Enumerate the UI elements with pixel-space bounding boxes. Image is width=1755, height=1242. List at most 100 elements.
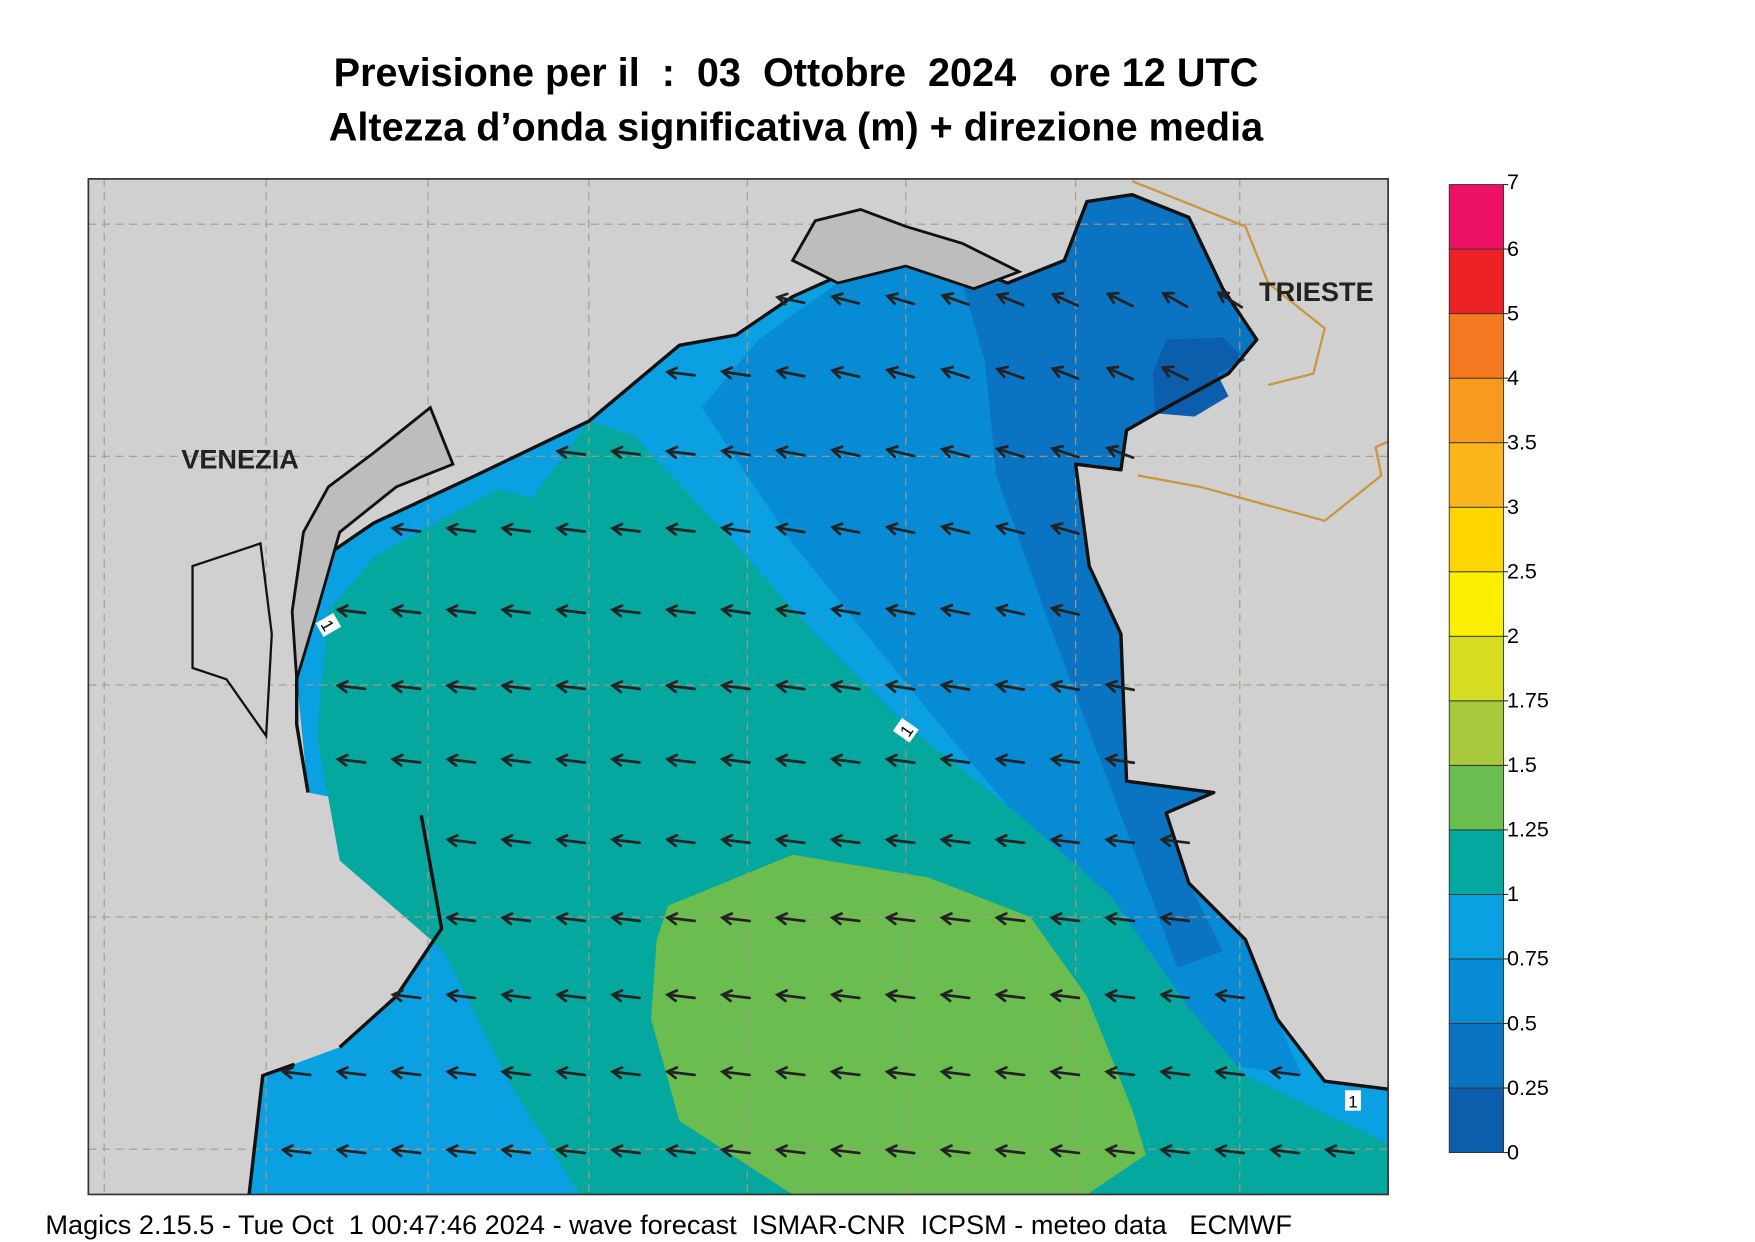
wave-arrow — [1216, 291, 1244, 309]
wave-arrow — [775, 292, 806, 306]
wave-arrow — [555, 1066, 587, 1080]
wave-arrow — [829, 445, 861, 459]
wave-arrow — [995, 291, 1025, 307]
wave-arrow — [940, 365, 970, 380]
footer: Magics 2.15.5 - Tue Oct 1 00:47:46 2024 … — [45, 1209, 1292, 1240]
wave-arrow — [884, 522, 916, 536]
wave-arrow — [555, 912, 587, 926]
subtitle: Altezza d’onda significativa (m) + direz… — [329, 105, 1264, 149]
wave-arrow — [884, 445, 916, 459]
colorbar: 0 0.25 0.5 0.75 1 1.25 1.5 1.75 2 2.5 3 3.5 4 5 6 7 — [1448, 170, 1549, 1164]
wave-arrow — [885, 365, 916, 379]
wave-arrow — [774, 989, 806, 1003]
colorbar-label: 2.5 — [1507, 560, 1537, 584]
wave-arrow — [610, 989, 642, 1003]
wave-arrow — [1104, 679, 1136, 693]
wave-arrow — [445, 753, 477, 767]
wave-arrow — [1049, 679, 1081, 693]
wave-arrow — [939, 753, 971, 767]
wave-arrow — [939, 834, 971, 848]
colorbar-label: 1.5 — [1507, 753, 1537, 777]
wave-arrow — [994, 753, 1026, 767]
wave-arrow — [830, 292, 861, 306]
colorbar-label: 0.75 — [1507, 947, 1549, 971]
wave-arrow — [774, 604, 806, 618]
colorbar-box — [1448, 958, 1505, 1024]
colorbar-box — [1448, 248, 1505, 315]
wave-arrow — [829, 912, 861, 926]
wave-arrow — [1160, 365, 1189, 381]
wave-arrow — [1159, 989, 1191, 1003]
colorbar-label: 6 — [1507, 237, 1519, 261]
wave-arrow — [280, 1066, 312, 1080]
wave-arrow — [390, 1144, 422, 1158]
colorbar-label: 3 — [1507, 495, 1519, 519]
wave-arrow — [994, 834, 1026, 848]
colorbar-label: 0.5 — [1507, 1011, 1537, 1035]
colorbar-label: 2 — [1507, 624, 1519, 648]
wave-arrow — [1049, 1066, 1081, 1080]
wave-arrow — [555, 604, 587, 618]
wave-arrow — [1104, 912, 1136, 926]
wave-arrow — [500, 604, 532, 618]
wave-arrow — [719, 604, 751, 618]
wave-arrow — [610, 445, 642, 459]
wave-arrow — [610, 604, 642, 618]
colorbar-box — [1448, 313, 1505, 379]
colorbar-label: 4 — [1507, 366, 1519, 390]
wave-arrow — [1105, 444, 1135, 459]
wave-arrow — [500, 680, 532, 694]
wave-arrow — [774, 1066, 806, 1080]
contour-labels: 111 — [315, 613, 1361, 1111]
wave-arrow — [719, 366, 751, 380]
wave-arrow — [1161, 291, 1189, 308]
wave-arrow — [774, 912, 806, 926]
wave-arrow — [719, 522, 751, 536]
wave-arrow — [664, 1144, 696, 1158]
wave-arrow — [1049, 522, 1080, 535]
wave-arrow — [939, 679, 971, 693]
contour-label-box — [1345, 1090, 1361, 1111]
wave-arrow — [555, 445, 587, 459]
wave-arrow — [1214, 1066, 1246, 1080]
wave-arrow — [500, 1066, 532, 1080]
wave-arrow — [994, 1066, 1026, 1080]
wave-arrow — [555, 834, 587, 848]
wave-arrow — [500, 989, 532, 1003]
wave-arrow — [994, 912, 1026, 926]
wave-arrow — [884, 912, 916, 926]
wave-arrow — [884, 1066, 916, 1080]
wave-arrow — [335, 1144, 367, 1158]
colorbar-label: 1.25 — [1507, 818, 1549, 842]
wave-arrow — [1049, 603, 1081, 617]
colorbar-box — [1448, 571, 1505, 637]
wave-arrow — [610, 834, 642, 848]
wave-arrow — [500, 522, 532, 536]
wave-arrow — [335, 753, 367, 767]
wave-arrow — [774, 1144, 806, 1158]
city-label: TRIESTE — [1259, 276, 1374, 307]
wave-arrow — [390, 604, 422, 618]
wave-arrow — [610, 1066, 642, 1080]
wave-arrow — [1104, 1066, 1136, 1080]
wave-arrow — [390, 753, 422, 767]
wave-direction-arrows — [280, 291, 1355, 1158]
wave-arrow — [1049, 989, 1081, 1003]
wave-arrow — [390, 680, 422, 694]
wave-arrow — [719, 1066, 751, 1080]
contour-label-box — [315, 613, 342, 637]
wave-arrow — [994, 989, 1026, 1003]
wave-arrow — [939, 522, 971, 536]
wave-arrow — [445, 522, 477, 536]
colorbar-box — [1448, 442, 1505, 508]
wave-arrow — [939, 603, 971, 617]
wave-arrow — [829, 679, 861, 694]
wave-arrow — [994, 679, 1026, 693]
wave-arrow — [1050, 444, 1080, 459]
wave-arrow — [664, 989, 696, 1003]
wave-arrow — [829, 1144, 861, 1158]
colorbar-box — [1448, 700, 1505, 766]
wave-arrow — [830, 366, 861, 379]
